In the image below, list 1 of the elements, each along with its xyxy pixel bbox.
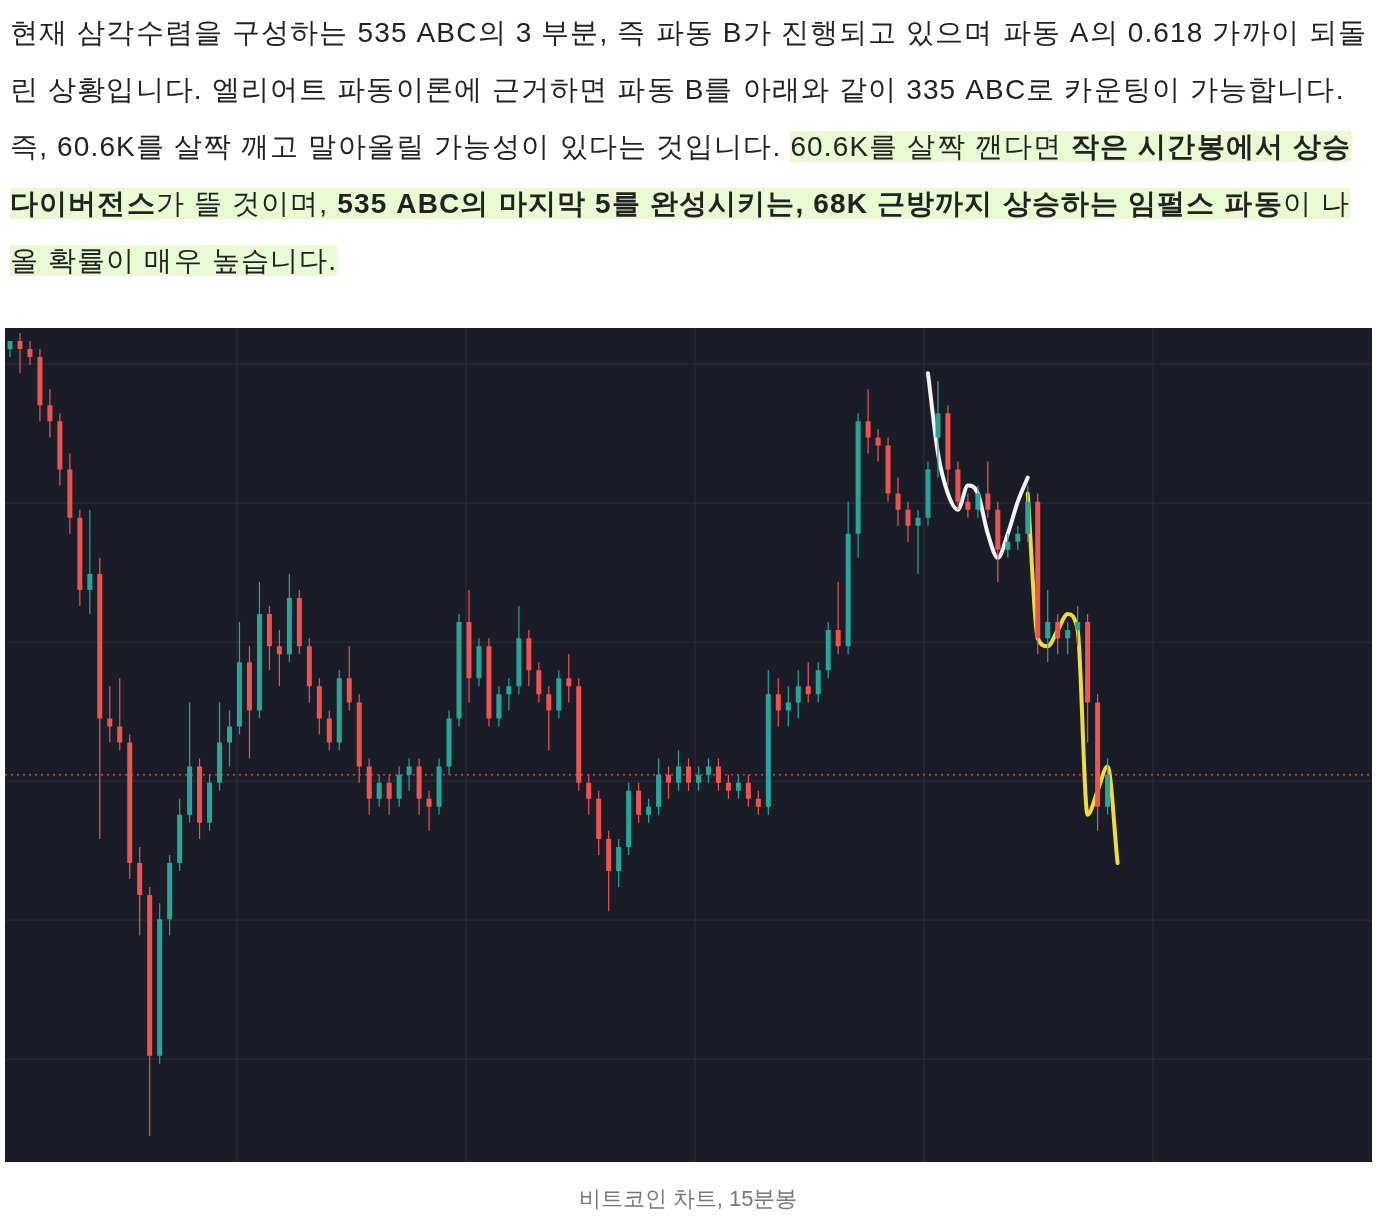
caption: 비트코인 차트, 15분봉 — [577, 1185, 799, 1213]
